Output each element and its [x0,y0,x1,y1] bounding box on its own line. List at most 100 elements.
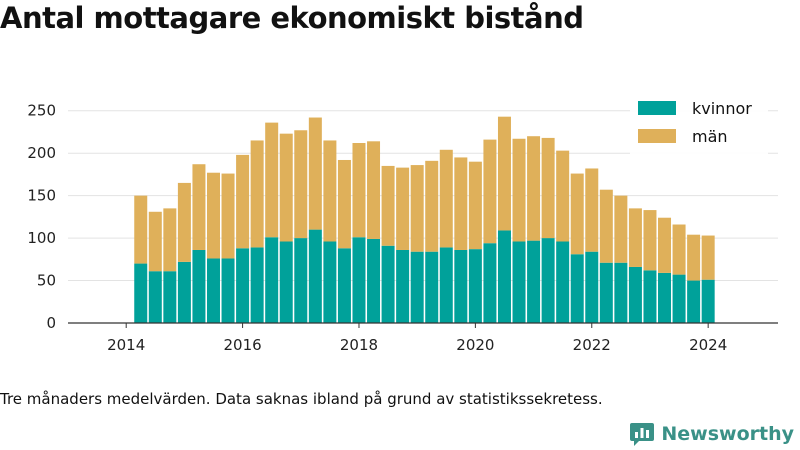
x-tick-label: 2024 [689,336,727,354]
y-tick-label: 150 [27,187,56,205]
bar-kvinnor [367,238,381,323]
bar-kvinnor [192,249,206,323]
bar-kvinnor [687,280,701,323]
bar-man [556,150,570,242]
x-axis: 2014 2016 2018 2020 2022 2024 [68,322,778,354]
bar-kvinnor [206,258,220,323]
bar-man [250,140,264,248]
y-tick-label: 50 [37,272,56,290]
bar-man [439,149,453,248]
bar-kvinnor [614,262,628,323]
bar-kvinnor [265,237,279,323]
bar-man [687,234,701,281]
bar-kvinnor [599,262,613,323]
y-axis: 0 50 100 150 200 250 [27,102,56,332]
bar-man [512,138,526,242]
bar-man [570,173,584,255]
y-tick-label: 100 [27,229,56,247]
bar-man [454,157,468,250]
bar-kvinnor [221,258,235,323]
legend: kvinnor män [630,94,768,154]
bar-man [599,189,613,263]
bar-kvinnor [643,270,657,323]
bar-man [265,122,279,238]
brand-name: Newsworthy [661,423,794,445]
bar-man [425,160,439,252]
bar-kvinnor [410,251,424,323]
bar-man [628,208,642,267]
footnote: Tre månaders medelvärden. Data saknas ib… [0,390,603,408]
bar-kvinnor [658,272,672,323]
bar-man [236,154,250,249]
bar-kvinnor [323,241,337,323]
x-tick-label: 2016 [223,336,261,354]
bar-man [701,235,715,280]
bar-man [527,136,541,241]
bar-man [279,133,293,242]
bar-kvinnor [163,271,177,323]
bar-kvinnor [527,240,541,323]
bar-man [221,173,235,259]
bar-kvinnor [177,261,191,323]
bar-kvinnor [672,274,686,323]
bar-man [163,208,177,272]
y-tick-label: 250 [27,102,56,120]
bars [134,116,715,323]
legend-label: kvinnor [692,99,752,118]
legend-swatch [638,101,676,115]
bar-kvinnor [337,248,351,323]
bar-man [614,195,628,263]
bar-kvinnor [308,229,322,323]
bar-chart-speech-bubble-icon [630,423,655,446]
bar-man [294,130,308,239]
bar-kvinnor [483,243,497,323]
bar-man [206,172,220,259]
bar-man [643,210,657,271]
bar-kvinnor [294,238,308,323]
bar-man [337,159,351,249]
x-tick-label: 2022 [573,336,611,354]
bar-kvinnor [381,245,395,323]
bar-man [192,164,206,250]
bar-man [497,116,511,231]
bar-man [585,168,599,252]
bar-kvinnor [236,248,250,323]
bar-kvinnor [512,241,526,323]
bar-man [148,211,162,272]
x-tick-label: 2020 [456,336,494,354]
x-tick-label: 2018 [340,336,378,354]
bar-man [410,165,424,252]
bar-man [658,217,672,273]
bar-kvinnor [468,249,482,323]
bar-kvinnor [134,263,148,323]
bar-man [672,224,686,275]
bar-man [541,137,555,239]
stacked-bar-chart: 0 50 100 150 200 250 2014 2016 2018 2020 2022 2024… [27,94,778,354]
bar-kvinnor [628,266,642,323]
bar-man [177,182,191,262]
legend-label: män [692,127,728,146]
bar-kvinnor [541,238,555,323]
bar-kvinnor [352,237,366,323]
legend-swatch [638,129,676,143]
bar-kvinnor [556,241,570,323]
bar-kvinnor [701,279,715,323]
bar-kvinnor [454,249,468,323]
bar-man [323,140,337,242]
bar-kvinnor [585,251,599,323]
x-tick-label: 2014 [107,336,145,354]
bar-kvinnor [439,247,453,323]
bar-man [134,195,148,264]
bar-man [352,143,366,238]
bar-kvinnor [279,241,293,323]
bar-kvinnor [250,247,264,323]
bar-man [308,117,322,230]
y-tick-label: 0 [46,314,56,332]
brand-logo[interactable]: Newsworthy [629,420,794,448]
bar-kvinnor [570,254,584,323]
bar-kvinnor [148,271,162,323]
bar-man [367,141,381,239]
chart-title: Antal mottagare ekonomiskt bistånd [0,1,584,35]
bar-man [396,167,410,250]
bar-man [381,165,395,246]
